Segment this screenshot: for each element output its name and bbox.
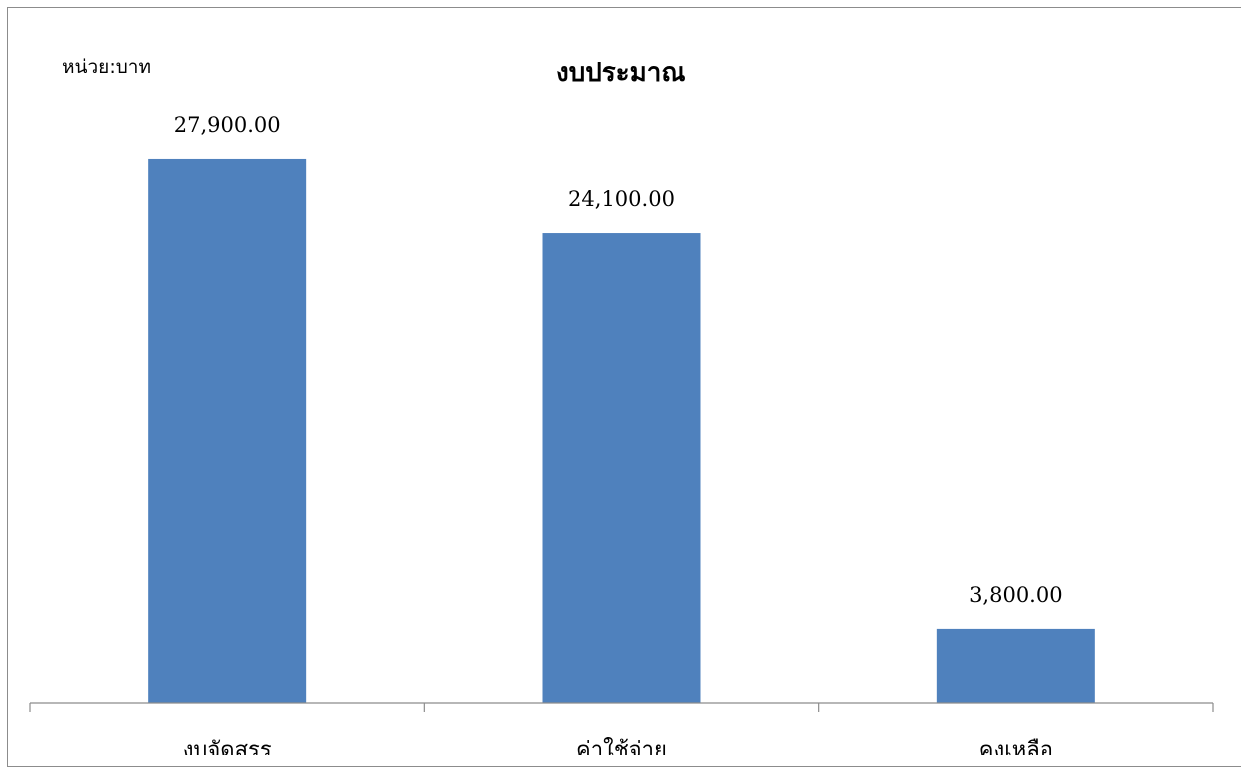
bar [148,158,307,703]
category-label: งบจัดสรร [183,738,272,755]
bar [936,628,1095,703]
bar [542,233,701,704]
chart-title: งบประมาณ [556,58,686,88]
unit-label: หน่วย:บาท [62,56,151,78]
data-label: 24,100.00 [568,187,675,211]
category-label: คงเหลือ [979,738,1053,755]
category-label: ค่าใช้จ่าย [576,737,667,755]
data-label: 27,900.00 [174,113,281,137]
data-label: 3,800.00 [969,583,1063,607]
